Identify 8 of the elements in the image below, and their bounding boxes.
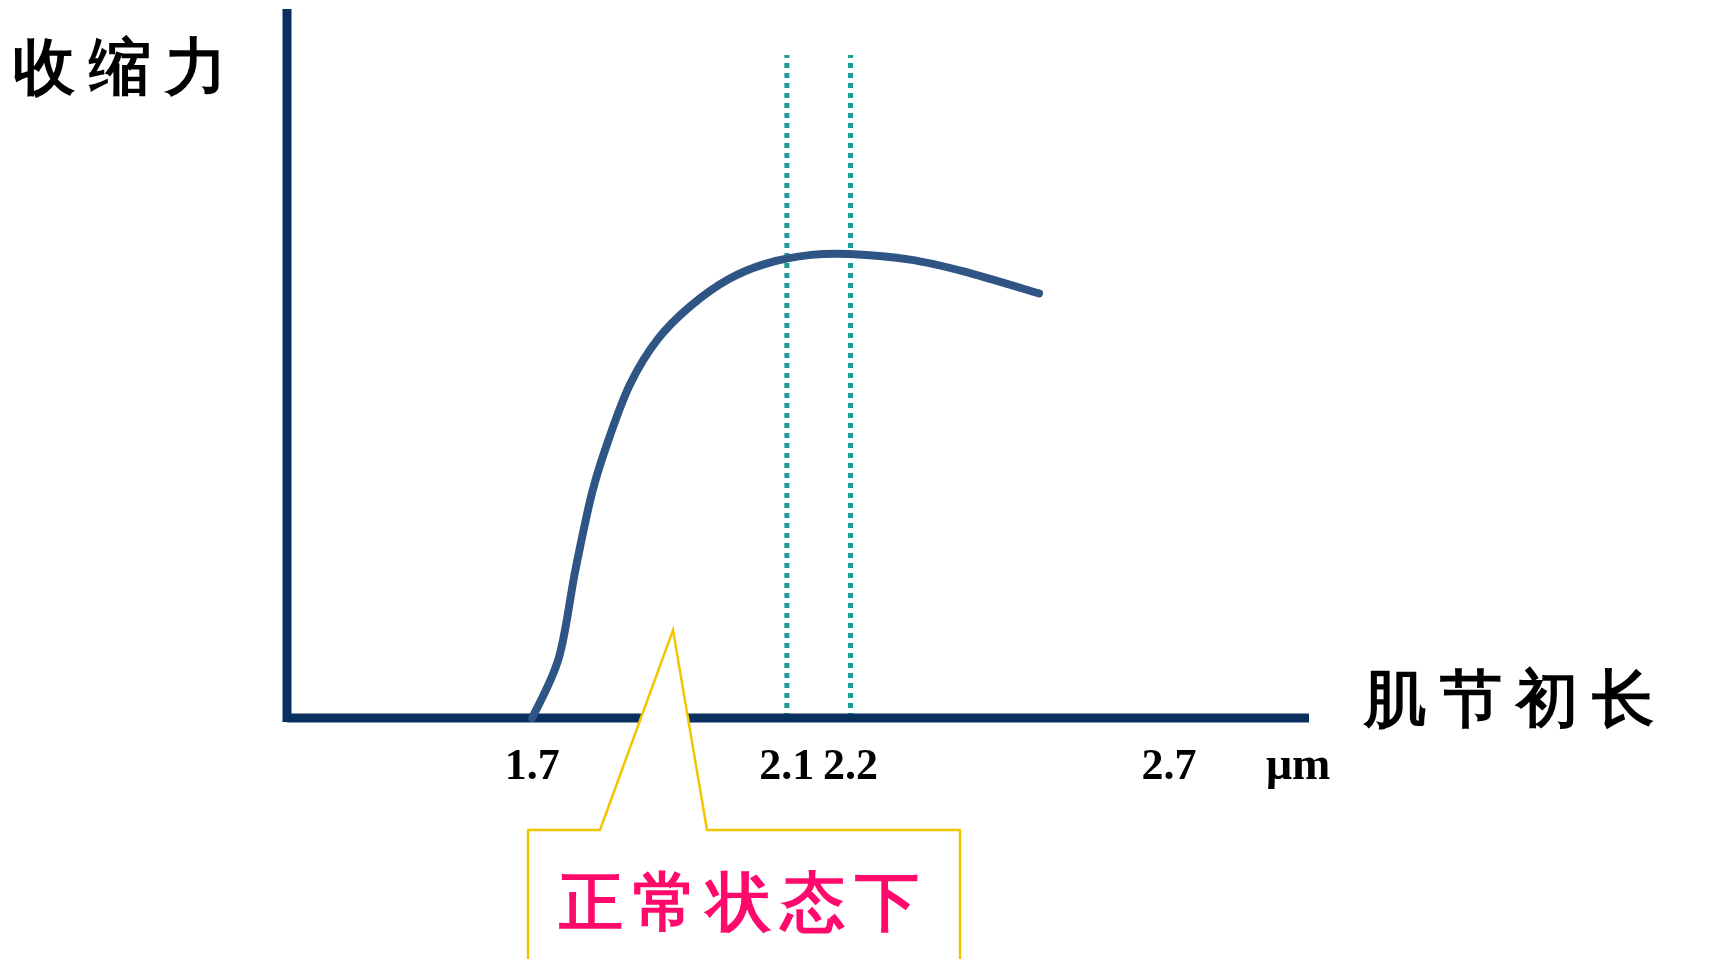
x-tick-label: 1.7	[504, 740, 560, 789]
x-tick-label: 2.7	[1141, 740, 1197, 789]
y-axis-title: 收缩力	[13, 33, 241, 101]
x-tick-label: 2.1	[759, 740, 815, 789]
text: 正常状态下	[558, 867, 929, 938]
x-tick-label: 2.2	[823, 740, 879, 789]
x-axis-title: 肌节初长	[1362, 665, 1668, 733]
text: μm	[1265, 738, 1331, 789]
